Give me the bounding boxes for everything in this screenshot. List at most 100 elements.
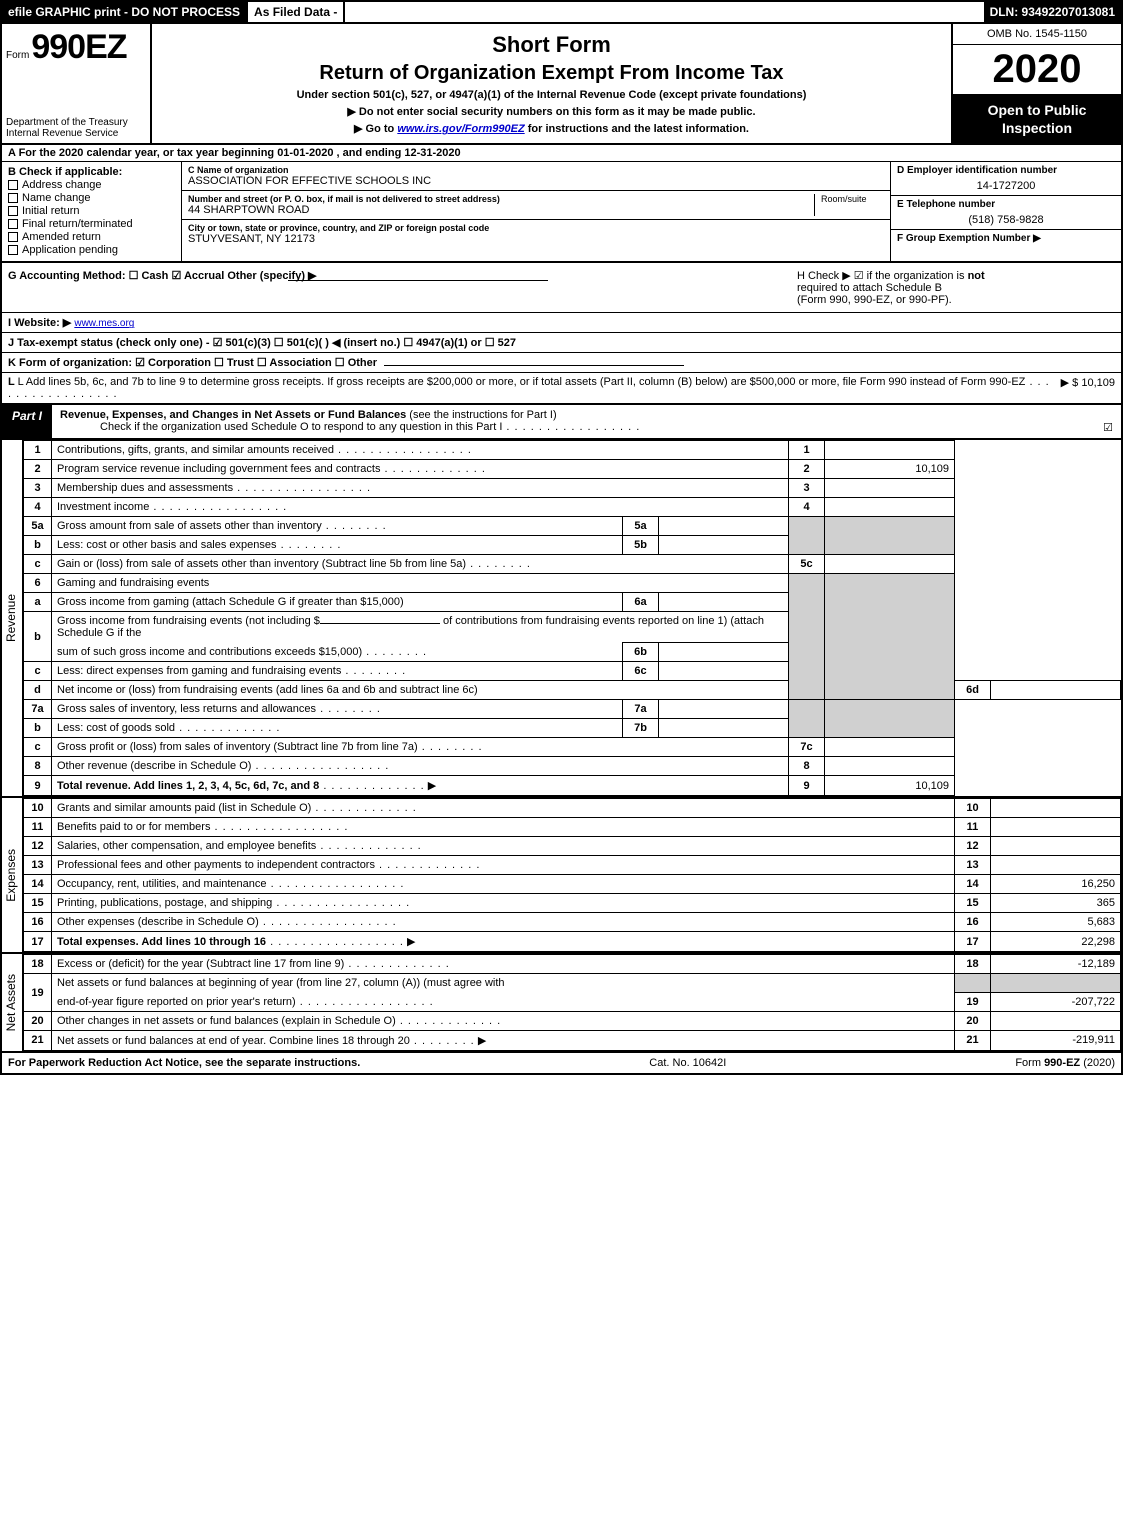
form-of-org: K Form of organization: ☑ Corporation ☐ … bbox=[8, 357, 377, 369]
website-link[interactable]: www.mes.org bbox=[74, 318, 134, 329]
line-9-val: 10,109 bbox=[825, 776, 955, 796]
chk-address-label: Address change bbox=[22, 179, 102, 191]
form-footer: For Paperwork Reduction Act Notice, see … bbox=[2, 1051, 1121, 1073]
arrow-icon: ▶ bbox=[407, 936, 415, 948]
irs-link[interactable]: www.irs.gov/Form990EZ bbox=[397, 123, 524, 135]
under-section: Under section 501(c), 527, or 4947(a)(1)… bbox=[160, 89, 943, 101]
section-l-text: L Add lines 5b, 6c, and 7b to line 9 to … bbox=[18, 376, 1026, 388]
line-6a-num: a bbox=[24, 593, 52, 612]
line-21-num: 21 bbox=[24, 1030, 52, 1050]
city-label: City or town, state or province, country… bbox=[188, 223, 884, 233]
section-g: G Accounting Method: ☐ Cash ☑ Accrual Ot… bbox=[2, 263, 791, 312]
line-18-rnum: 18 bbox=[955, 955, 991, 974]
line-2-val: 10,109 bbox=[825, 460, 955, 479]
line-1-rnum: 1 bbox=[789, 441, 825, 460]
line-2-rnum: 2 bbox=[789, 460, 825, 479]
chk-final[interactable]: Final return/terminated bbox=[8, 218, 175, 230]
chk-amended[interactable]: Amended return bbox=[8, 231, 175, 243]
line-6c-num: c bbox=[24, 662, 52, 681]
asfiled-label: As Filed Data - bbox=[246, 2, 345, 22]
line-16-rnum: 16 bbox=[955, 913, 991, 932]
line-11-num: 11 bbox=[24, 818, 52, 837]
line-6a: a Gross income from gaming (attach Sched… bbox=[24, 593, 1121, 612]
line-10-text: Grants and similar amounts paid (list in… bbox=[57, 802, 311, 814]
chk-initial[interactable]: Initial return bbox=[8, 205, 175, 217]
address-value: 44 SHARPTOWN ROAD bbox=[188, 204, 814, 216]
line-11-text: Benefits paid to or for members bbox=[57, 821, 210, 833]
line-17-text: Total expenses. Add lines 10 through 16 bbox=[57, 936, 266, 948]
line-6b-subval bbox=[659, 643, 789, 662]
line-6b-num: b bbox=[24, 612, 52, 662]
header-left: Form 990EZ Department of the Treasury In… bbox=[2, 24, 152, 143]
other-org-line[interactable] bbox=[384, 365, 684, 366]
other-specify-line[interactable] bbox=[288, 280, 548, 281]
checkbox-icon[interactable] bbox=[8, 232, 18, 242]
line-7ab-grey-val bbox=[825, 700, 955, 738]
line-13-text: Professional fees and other payments to … bbox=[57, 859, 375, 871]
checkbox-icon[interactable] bbox=[8, 245, 18, 255]
city-row: City or town, state or province, country… bbox=[182, 220, 890, 248]
net-assets-body: 18Excess or (deficit) for the year (Subt… bbox=[23, 954, 1121, 1051]
checkbox-icon[interactable] bbox=[8, 219, 18, 229]
section-h-line1: H Check ▶ ☑ if the organization is not bbox=[797, 269, 1115, 282]
arrow-icon: ▶ bbox=[478, 1035, 486, 1047]
chk-amended-label: Amended return bbox=[22, 231, 101, 243]
inspect-line2: Inspection bbox=[959, 119, 1115, 137]
line-6-grey bbox=[789, 574, 825, 700]
line-3-text: Membership dues and assessments bbox=[57, 482, 233, 494]
part-1-check-text: Check if the organization used Schedule … bbox=[100, 421, 502, 433]
line-19-2: end-of-year figure reported on prior yea… bbox=[24, 992, 1121, 1011]
goto-notice: ▶ Go to www.irs.gov/Form990EZ for instru… bbox=[160, 122, 943, 135]
net-assets-section: Net Assets 18Excess or (deficit) for the… bbox=[2, 952, 1121, 1051]
line-6c-text: Less: direct expenses from gaming and fu… bbox=[57, 665, 341, 677]
revenue-side: Revenue bbox=[2, 440, 23, 796]
form-number-text: 990EZ bbox=[31, 28, 126, 67]
line-10-num: 10 bbox=[24, 799, 52, 818]
main-table: Revenue 1 Contributions, gifts, grants, … bbox=[2, 440, 1121, 796]
expenses-body: 10 Grants and similar amounts paid (list … bbox=[23, 798, 1121, 952]
line-14-text: Occupancy, rent, utilities, and maintena… bbox=[57, 878, 267, 890]
chk-address[interactable]: Address change bbox=[8, 179, 175, 191]
line-10-val bbox=[991, 799, 1121, 818]
line-6d-text: Net income or (loss) from fundraising ev… bbox=[57, 684, 478, 696]
checkbox-icon[interactable] bbox=[8, 193, 18, 203]
line-17: 17Total expenses. Add lines 10 through 1… bbox=[24, 932, 1121, 952]
line-18-num: 18 bbox=[24, 955, 52, 974]
line-21-text: Net assets or fund balances at end of ye… bbox=[57, 1035, 410, 1047]
part-1-header: Part I Revenue, Expenses, and Changes in… bbox=[2, 403, 1121, 440]
chk-name[interactable]: Name change bbox=[8, 192, 175, 204]
line-16-val: 5,683 bbox=[991, 913, 1121, 932]
line-21-rnum: 21 bbox=[955, 1030, 991, 1050]
line-6d-rnum: 6d bbox=[955, 681, 991, 700]
part-1-checkbox[interactable]: ☑ bbox=[1103, 421, 1113, 434]
line-19-val: -207,722 bbox=[991, 992, 1121, 1011]
city-value: STUYVESANT, NY 12173 bbox=[188, 233, 884, 245]
line-3-val bbox=[825, 479, 955, 498]
arrow-icon: ▶ bbox=[428, 780, 436, 792]
line-7c: c Gross profit or (loss) from sales of i… bbox=[24, 738, 1121, 757]
chk-pending[interactable]: Application pending bbox=[8, 244, 175, 256]
line-21-val: -219,911 bbox=[991, 1030, 1121, 1050]
line-6d: d Net income or (loss) from fundraising … bbox=[24, 681, 1121, 700]
line-5b-subval bbox=[659, 536, 789, 555]
line-21: 21 Net assets or fund balances at end of … bbox=[24, 1030, 1121, 1050]
section-b-title: B Check if applicable: bbox=[8, 166, 175, 178]
line-7c-num: c bbox=[24, 738, 52, 757]
section-h-line3: (Form 990, 990-EZ, or 990-PF). bbox=[797, 294, 1115, 306]
net-assets-label: Net Assets bbox=[2, 972, 22, 1033]
line-5a-text: Gross amount from sale of assets other t… bbox=[57, 520, 322, 532]
line-7c-rnum: 7c bbox=[789, 738, 825, 757]
checkbox-icon[interactable] bbox=[8, 206, 18, 216]
line-6b-blank[interactable] bbox=[320, 623, 440, 624]
chk-pending-label: Application pending bbox=[22, 244, 118, 256]
line-20-val bbox=[991, 1011, 1121, 1030]
checkbox-icon[interactable] bbox=[8, 180, 18, 190]
line-8-val bbox=[825, 757, 955, 776]
part-1-title: Revenue, Expenses, and Changes in Net As… bbox=[60, 409, 409, 421]
line-14-num: 14 bbox=[24, 875, 52, 894]
section-a: A For the 2020 calendar year, or tax yea… bbox=[2, 145, 1121, 162]
line-13-rnum: 13 bbox=[955, 856, 991, 875]
line-20-rnum: 20 bbox=[955, 1011, 991, 1030]
line-17-val: 22,298 bbox=[991, 932, 1121, 952]
phone-label: E Telephone number bbox=[897, 199, 1115, 210]
